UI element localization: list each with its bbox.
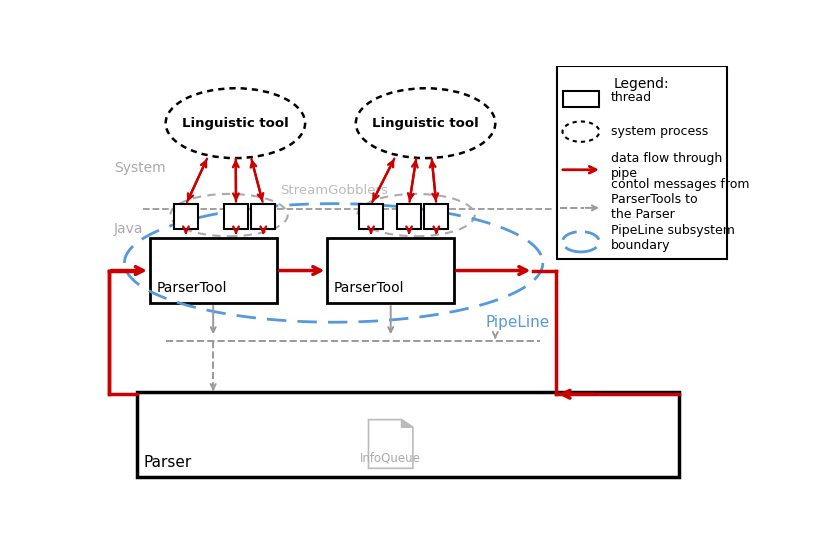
Text: contol messages from
ParserTools to
the Parser: contol messages from ParserTools to the …: [611, 178, 749, 221]
Text: Linguistic tool: Linguistic tool: [182, 117, 289, 130]
FancyBboxPatch shape: [563, 91, 599, 107]
Text: Legend:: Legend:: [614, 76, 670, 91]
FancyBboxPatch shape: [359, 205, 383, 229]
Text: Java: Java: [114, 222, 143, 236]
FancyBboxPatch shape: [150, 238, 276, 303]
Text: System: System: [114, 161, 165, 175]
Text: StreamGobblers: StreamGobblers: [280, 184, 388, 197]
Text: system process: system process: [611, 125, 708, 138]
FancyBboxPatch shape: [137, 392, 679, 477]
FancyBboxPatch shape: [327, 238, 454, 303]
Text: InfoQueue: InfoQueue: [360, 451, 421, 464]
FancyBboxPatch shape: [397, 205, 421, 229]
Ellipse shape: [356, 88, 496, 158]
Text: ParserTool: ParserTool: [156, 280, 227, 295]
FancyBboxPatch shape: [174, 205, 198, 229]
FancyBboxPatch shape: [557, 66, 726, 258]
Polygon shape: [369, 420, 413, 469]
Ellipse shape: [165, 88, 305, 158]
Text: ParserTool: ParserTool: [334, 280, 404, 295]
Polygon shape: [402, 420, 413, 427]
Text: Parser: Parser: [143, 455, 191, 470]
Text: PipeLine: PipeLine: [486, 315, 550, 329]
FancyBboxPatch shape: [425, 205, 448, 229]
Text: PipeLine subsystem
boundary: PipeLine subsystem boundary: [611, 223, 735, 251]
FancyBboxPatch shape: [224, 205, 248, 229]
FancyBboxPatch shape: [251, 205, 276, 229]
Text: thread: thread: [611, 91, 652, 104]
Ellipse shape: [563, 122, 600, 142]
Text: data flow through
pipe: data flow through pipe: [611, 151, 722, 179]
Text: Linguistic tool: Linguistic tool: [372, 117, 479, 130]
